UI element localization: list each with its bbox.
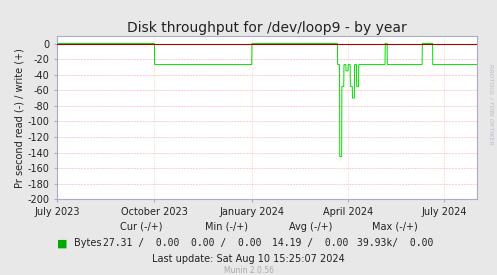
Title: Disk throughput for /dev/loop9 - by year: Disk throughput for /dev/loop9 - by year <box>127 21 407 35</box>
Text: 27.31 /  0.00: 27.31 / 0.00 <box>103 238 180 248</box>
Text: 0.00 /  0.00: 0.00 / 0.00 <box>191 238 261 248</box>
Y-axis label: Pr second read (-) / write (+): Pr second read (-) / write (+) <box>15 48 25 188</box>
Text: Munin 2.0.56: Munin 2.0.56 <box>224 266 273 274</box>
Text: Avg (-/+): Avg (-/+) <box>289 222 332 232</box>
Text: 39.93k/  0.00: 39.93k/ 0.00 <box>357 238 433 248</box>
Text: Last update: Sat Aug 10 15:25:07 2024: Last update: Sat Aug 10 15:25:07 2024 <box>152 254 345 263</box>
Text: ■: ■ <box>57 238 68 248</box>
Text: Cur (-/+): Cur (-/+) <box>120 222 163 232</box>
Text: 14.19 /  0.00: 14.19 / 0.00 <box>272 238 349 248</box>
Text: RRDTOOL / TOBI OETIKER: RRDTOOL / TOBI OETIKER <box>489 64 494 145</box>
Text: Min (-/+): Min (-/+) <box>205 222 248 232</box>
Text: Max (-/+): Max (-/+) <box>372 222 418 232</box>
Text: Bytes: Bytes <box>74 238 101 248</box>
